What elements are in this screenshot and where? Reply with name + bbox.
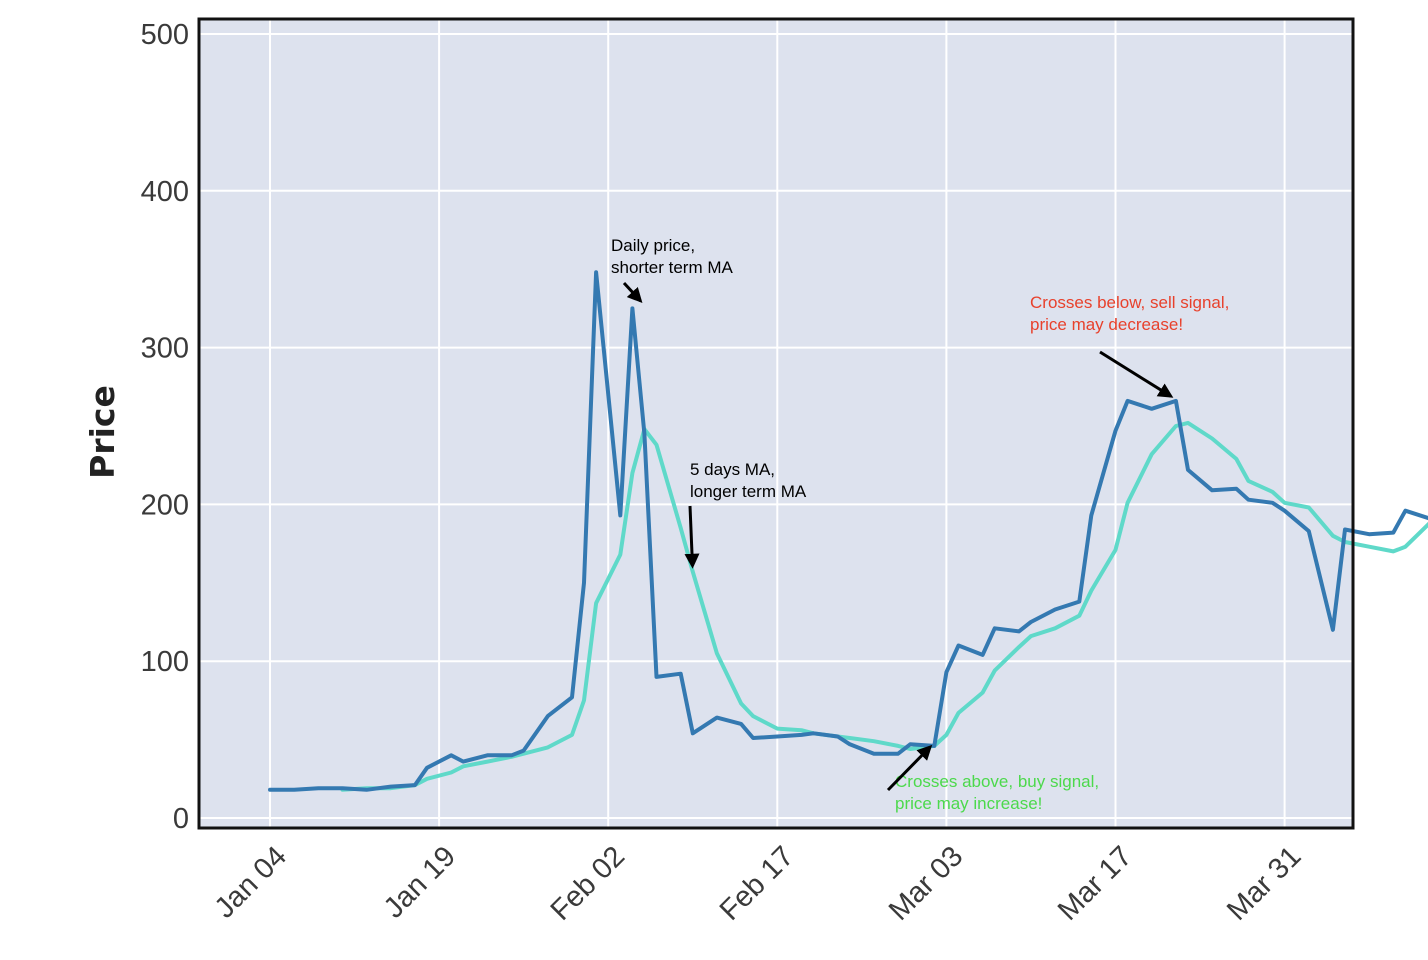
y-tick-label: 0 <box>173 803 189 835</box>
annotation-arrow <box>1099 350 1174 398</box>
x-tick-label: Mar 17 <box>1052 840 1138 926</box>
annotation-text: longer term MA <box>690 482 807 501</box>
plot-area <box>199 19 1353 828</box>
annotation-buy-signal: Crosses above, buy signal, price may incr… <box>886 744 1099 813</box>
moving-average-line <box>340 420 1428 792</box>
plot-frame <box>197 17 1355 830</box>
y-tick-label: 200 <box>141 489 189 521</box>
annotation-text: 5 days MA, <box>690 460 775 479</box>
annotation-text: Daily price, <box>611 236 695 255</box>
annotation-text: price may decrease! <box>1030 315 1183 334</box>
annotation-arrow <box>684 505 700 569</box>
annotation-daily-price: Daily price, shorter term MA <box>611 236 734 304</box>
x-tick-label: Jan 19 <box>378 840 462 924</box>
annotation-arrow <box>622 281 643 304</box>
y-axis-ticks: 0 100 200 300 400 500 <box>141 19 189 835</box>
x-tick-label: Feb 17 <box>714 840 800 926</box>
annotation-arrow <box>886 744 933 792</box>
y-tick-label: 300 <box>141 333 189 365</box>
x-tick-label: Feb 02 <box>545 840 631 926</box>
annotation-text: shorter term MA <box>611 258 734 277</box>
x-tick-label: Mar 03 <box>883 840 969 926</box>
y-axis-title: Price <box>83 385 122 479</box>
annotation-text: Crosses above, buy signal, <box>895 772 1099 791</box>
annotation-sell-signal: Crosses below, sell signal, price may dec… <box>1030 293 1229 398</box>
y-tick-label: 500 <box>141 19 189 51</box>
annotations: Daily price, shorter term MA 5 days MA, lon… <box>611 236 1229 813</box>
y-tick-label: 400 <box>141 176 189 208</box>
series-lines <box>268 270 1428 792</box>
annotation-five-day-ma: 5 days MA, longer term MA <box>684 460 807 569</box>
gridlines <box>199 19 1353 828</box>
x-tick-label: Mar 31 <box>1221 840 1307 926</box>
x-axis-ticks: Jan 04 Jan 19 Feb 02 Feb 17 Mar 03 Mar 17 Mar … <box>209 840 1308 926</box>
x-tick-label: Jan 04 <box>209 840 293 924</box>
y-tick-label: 100 <box>141 646 189 678</box>
annotation-text: price may increase! <box>895 794 1042 813</box>
annotation-text: Crosses below, sell signal, <box>1030 293 1229 312</box>
daily-price-line <box>268 270 1428 792</box>
